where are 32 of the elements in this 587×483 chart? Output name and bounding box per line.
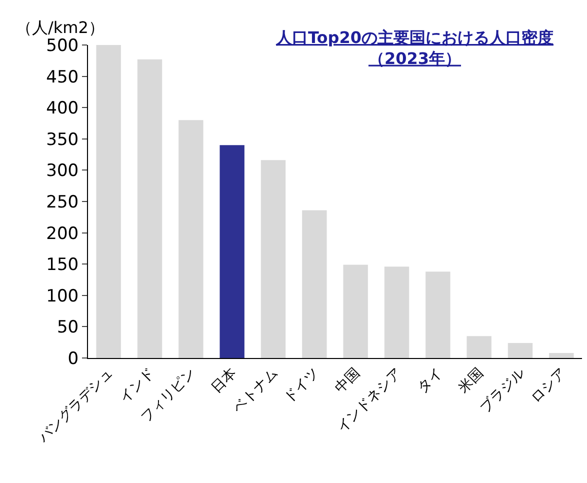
x-tick-label: 中国	[332, 365, 364, 396]
bar	[426, 272, 450, 358]
chart-subtitle: （2023年）	[368, 48, 462, 68]
bar	[260, 160, 286, 358]
bar	[466, 336, 492, 358]
y-tick-label: 300	[46, 161, 79, 182]
bar	[220, 145, 244, 358]
x-tick-label: ドイツ	[281, 365, 322, 406]
chart-title: 人口Top20の主要国における人口密度	[275, 28, 554, 47]
bar	[137, 59, 162, 358]
x-tick-label: インド	[116, 365, 158, 406]
bar	[508, 342, 533, 358]
y-tick-label: 50	[56, 318, 79, 338]
bar	[96, 45, 121, 358]
x-tick-label: タイ	[414, 365, 446, 396]
bar	[549, 352, 574, 358]
y-tick-label: 400	[46, 98, 79, 119]
y-tick-label: 200	[46, 224, 79, 244]
bar	[343, 264, 368, 358]
bar	[384, 266, 410, 358]
y-tick-label: 150	[46, 255, 79, 276]
bar	[178, 120, 204, 358]
bar	[302, 210, 327, 358]
x-tick-label: 米国	[456, 365, 487, 396]
y-tick-label: 500	[46, 36, 79, 56]
y-tick-label: 350	[46, 130, 79, 150]
x-tick-label: 日本	[208, 365, 240, 396]
x-tick-label: ロシア	[528, 365, 570, 406]
y-tick-label: 450	[46, 67, 79, 88]
y-tick-label: 100	[46, 286, 79, 306]
y-tick-label: 250	[46, 192, 79, 212]
y-axis-title: （人/km2）	[16, 18, 104, 37]
